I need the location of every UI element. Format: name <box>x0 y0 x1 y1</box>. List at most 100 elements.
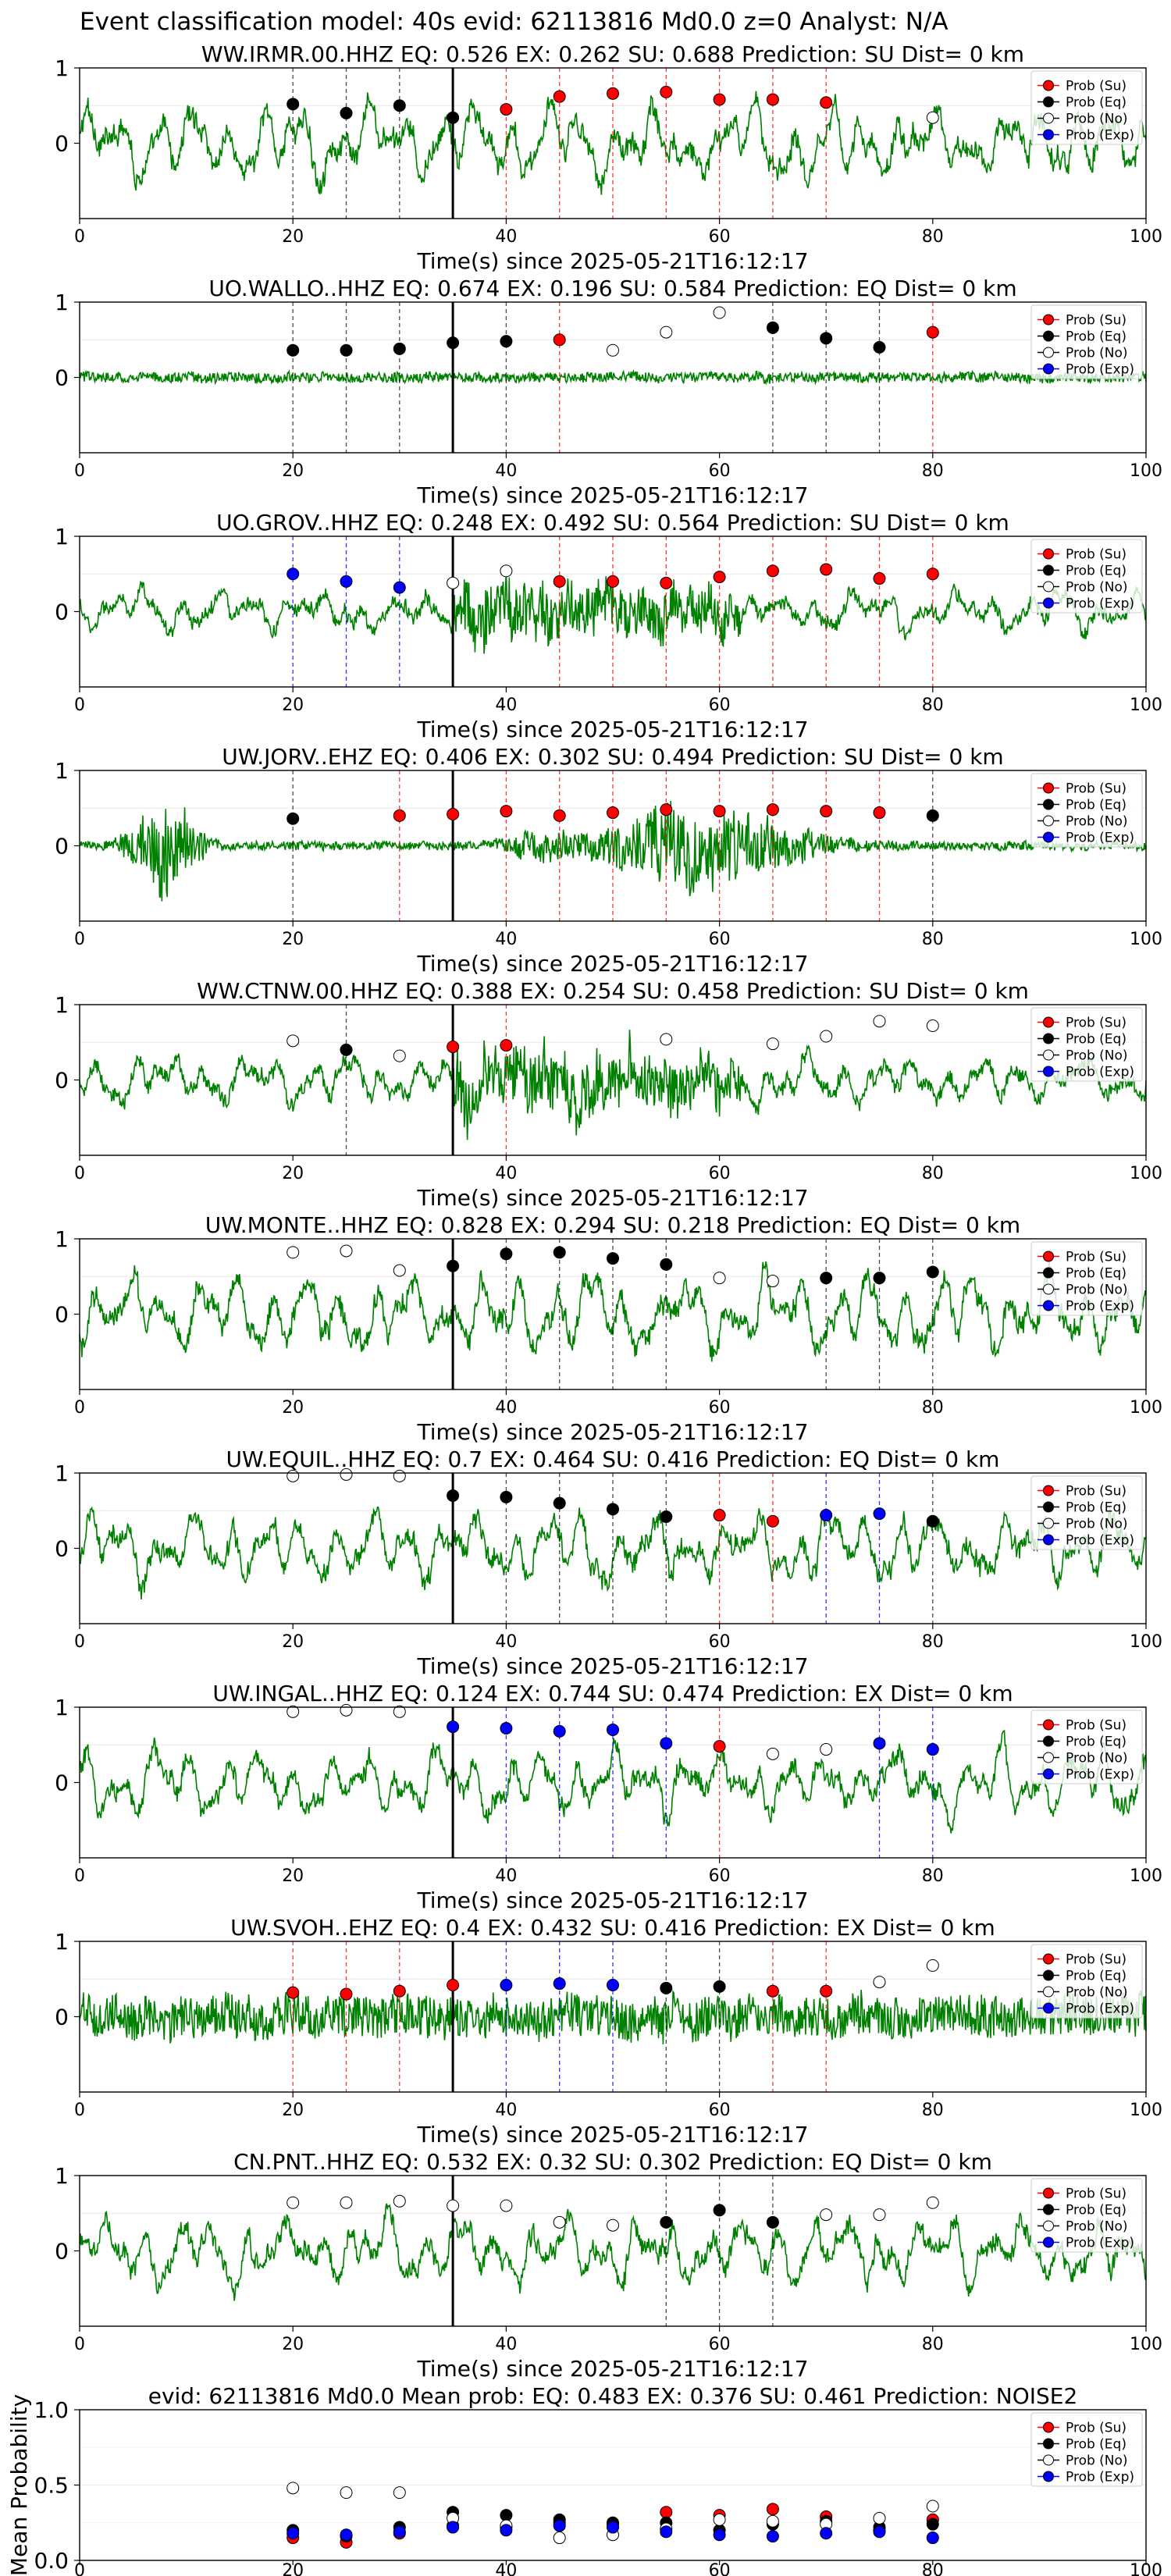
x-tick-label: 100 <box>1130 461 1162 481</box>
legend-marker-no <box>1043 1986 1054 1998</box>
mean-marker-no <box>873 2511 886 2524</box>
station-panel: UW.JORV..EHZ EQ: 0.406 EX: 0.302 SU: 0.4… <box>55 744 1162 977</box>
y-tick-label: 1 <box>55 524 69 550</box>
mean-marker-su <box>660 2506 673 2519</box>
legend-box <box>1030 1710 1143 1784</box>
prob-marker-no <box>553 2215 566 2229</box>
prob-marker-no <box>713 306 726 319</box>
prob-marker-su <box>766 564 779 578</box>
x-axis-label: Time(s) since 2025-05-21T16:12:17 <box>416 2122 808 2147</box>
x-tick-label: 80 <box>922 1866 944 1886</box>
prob-marker-su <box>766 1984 779 1998</box>
x-tick-label: 80 <box>922 1398 944 1418</box>
x-tick-label: 100 <box>1130 2101 1162 2120</box>
prob-marker-no <box>766 1747 779 1760</box>
y-tick-label: 1 <box>55 2163 69 2189</box>
prob-marker-exp <box>500 1978 513 1991</box>
legend-label-no: Prob (No) <box>1066 346 1128 361</box>
prob-marker-no <box>500 564 513 578</box>
prob-marker-eq <box>660 1258 673 1271</box>
legend-box <box>1030 304 1143 379</box>
mean-marker-exp <box>447 2521 460 2534</box>
prob-marker-eq <box>500 335 513 348</box>
mean-marker-no <box>287 2482 300 2495</box>
prob-marker-no <box>926 1019 939 1033</box>
prob-marker-su <box>660 85 673 98</box>
mean-marker-exp <box>500 2524 513 2537</box>
prob-marker-no <box>287 1469 300 1482</box>
mean-marker-no <box>926 2500 939 2513</box>
legend-label-eq: Prob (Eq) <box>1066 1500 1127 1516</box>
legend-marker-exp <box>1043 597 1054 609</box>
prob-marker-eq <box>393 99 406 112</box>
prob-marker-no <box>447 2199 460 2212</box>
y-tick-label: 1 <box>55 758 69 784</box>
x-tick-label: 60 <box>709 696 731 715</box>
mean-marker-no <box>713 2513 726 2526</box>
x-tick-label: 20 <box>282 2335 304 2354</box>
legend-marker-eq <box>1043 330 1054 342</box>
prob-marker-eq <box>766 2215 779 2229</box>
prob-marker-no <box>820 1030 833 1043</box>
prob-marker-no <box>766 1037 779 1051</box>
prob-marker-su <box>713 93 726 106</box>
prob-marker-su <box>713 571 726 584</box>
mean-marker-exp <box>287 2527 300 2540</box>
prob-marker-eq <box>447 1259 460 1272</box>
legend-label-eq: Prob (Eq) <box>1066 798 1127 813</box>
legend-marker-su <box>1043 1485 1054 1496</box>
legend-label-no: Prob (No) <box>1066 1751 1128 1767</box>
legend-marker-eq <box>1043 1969 1054 1981</box>
legend-label-eq: Prob (Eq) <box>1066 95 1127 111</box>
prob-marker-eq <box>660 2215 673 2229</box>
legend-label-su: Prob (Su) <box>1066 1484 1127 1500</box>
legend-label-eq: Prob (Eq) <box>1066 2437 1127 2453</box>
x-tick-label: 20 <box>282 227 304 247</box>
legend-marker-su <box>1043 1251 1054 1262</box>
prob-marker-exp <box>553 1977 566 1991</box>
mean-marker-exp <box>766 2530 779 2543</box>
x-axis-label: Time(s) since 2025-05-21T16:12:17 <box>416 248 808 274</box>
prob-marker-su <box>766 803 779 817</box>
x-tick-label: 100 <box>1130 2335 1162 2354</box>
legend-label-su: Prob (Su) <box>1066 1952 1127 1968</box>
prob-marker-eq <box>766 321 779 334</box>
legend-label-su: Prob (Su) <box>1066 313 1127 329</box>
x-tick-label: 100 <box>1130 930 1162 949</box>
x-tick-label: 60 <box>709 1866 731 1886</box>
x-tick-label: 40 <box>495 2101 517 2120</box>
legend-label-su: Prob (Su) <box>1066 2186 1127 2202</box>
legend-label-eq: Prob (Eq) <box>1066 1266 1127 1282</box>
x-tick-label: 0 <box>74 696 85 715</box>
prob-marker-su <box>873 572 886 585</box>
legend-marker-no <box>1043 2220 1054 2232</box>
mean-marker-exp <box>607 2521 619 2534</box>
x-tick-label: 80 <box>922 2101 944 2120</box>
legend-label-su: Prob (Su) <box>1066 547 1127 563</box>
x-tick-label: 40 <box>495 696 517 715</box>
x-tick-label: 80 <box>922 461 944 481</box>
mean-marker-exp <box>926 2532 939 2545</box>
station-panel: WW.CTNW.00.HHZ EQ: 0.388 EX: 0.254 SU: 0… <box>55 978 1162 1211</box>
prob-marker-no <box>926 2196 939 2209</box>
mean-probability-panel: evid: 62113816 Md0.0 Mean prob: EQ: 0.48… <box>6 2383 1162 2576</box>
x-tick-label: 80 <box>922 227 944 247</box>
panel-title: WW.CTNW.00.HHZ EQ: 0.388 EX: 0.254 SU: 0… <box>197 978 1029 1004</box>
legend-marker-eq <box>1043 1267 1054 1279</box>
legend-marker-exp <box>1043 2002 1054 2014</box>
prob-marker-su <box>553 809 566 822</box>
x-tick-label: 100 <box>1130 1866 1162 1886</box>
prob-marker-su <box>766 93 779 106</box>
prob-marker-exp <box>607 1978 619 1991</box>
prob-marker-su <box>447 807 460 820</box>
x-axis-label: Time(s) since 2025-05-21T16:12:17 <box>416 951 808 977</box>
legend-marker-exp <box>1043 1534 1054 1546</box>
mean-marker-exp <box>820 2527 833 2540</box>
prob-marker-exp <box>607 1723 619 1736</box>
legend-marker-exp <box>1043 1066 1054 1077</box>
legend-marker-su <box>1043 2421 1054 2433</box>
y-tick-label: 1 <box>55 1929 69 1955</box>
prob-marker-su <box>873 806 886 820</box>
legend-label-exp: Prob (Exp) <box>1066 128 1134 144</box>
station-panel: UW.EQUIL..HHZ EQ: 0.7 EX: 0.464 SU: 0.41… <box>55 1446 1162 1679</box>
